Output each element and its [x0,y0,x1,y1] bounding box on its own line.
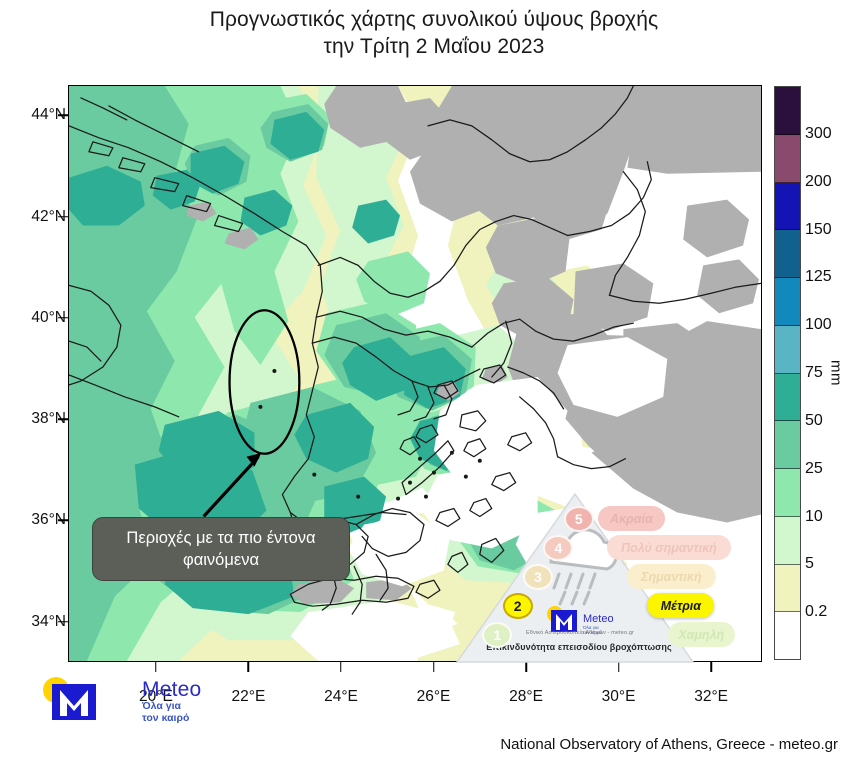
x-tick-mark [710,662,712,672]
colorbar-tick-label: 125 [805,268,832,286]
y-tick-label: 44°N [31,106,66,124]
colorbar-band [775,134,800,183]
x-tick-label: 28°E [509,688,543,705]
y-tick-mark [58,620,68,623]
colorbar-tick-label: 100 [805,316,832,334]
title-line-1: Προγνωστικός χάρτης συνολικού ύψους βροχ… [209,8,659,31]
y-tick-label: 38°N [31,410,66,428]
colorbar-band [775,182,800,231]
colorbar [774,86,801,660]
x-tick-label: 22°E [231,688,266,705]
x-tick-label: 20°E [139,688,173,705]
y-tick-mark [58,215,68,218]
colorbar-band [775,325,800,374]
colorbar-unit-label: mm [827,360,845,386]
x-tick-mark [155,662,157,672]
colorbar-band [775,516,800,565]
colorbar-tick-label: 0.2 [805,603,828,621]
x-tick-mark [247,662,250,672]
meteo-logo-name: Meteo [142,678,202,701]
colorbar-band [775,278,800,326]
colorbar-tick-label: 50 [805,411,823,429]
colorbar-band [775,373,800,422]
y-tick-mark [58,114,68,117]
colorbar-tick-label: 300 [805,124,832,142]
x-tick-label: 32°E [694,688,728,705]
y-tick-mark [58,317,68,319]
page-title: Προγνωστικός χάρτης συνολικού ύψους βροχ… [0,6,868,60]
y-tick-label: 40°N [31,308,66,326]
colorbar-band [775,421,800,469]
colorbar-band [775,230,800,278]
colorbar-band [775,469,800,517]
x-tick-label: 30°E [601,688,636,705]
colorbar-tick-label: 200 [805,172,832,190]
colorbar-tick-label: 150 [805,220,832,238]
footer-credit: National Observatory of Athens, Greece -… [500,736,838,753]
x-tick-mark [525,662,527,672]
annotation-callout: Περιοχές με τα πιο έντονα φαινόμενα [92,517,350,581]
y-tick-label: 42°N [31,207,66,225]
x-tick-mark [340,662,342,672]
title-line-2: την Τρίτη 2 Μαΐου 2023 [323,35,545,58]
x-tick-label: 26°E [416,688,451,705]
x-tick-mark [432,662,435,672]
y-tick-mark [58,519,68,522]
colorbar-tick-label: 10 [805,507,823,525]
meteo-logo: Meteo Όλα για τον καιρό [38,676,218,724]
colorbar-band [775,87,800,135]
colorbar-band [775,564,800,613]
x-tick-mark [617,662,620,672]
y-tick-mark [58,418,68,420]
meteo-logo-mark [43,677,96,720]
colorbar-tick-label: 25 [805,459,823,477]
y-tick-label: 34°N [31,612,66,630]
meteo-logo-tagline: Όλα για τον καιρό [142,700,189,724]
colorbar-tick-label: 5 [805,555,814,573]
x-tick-label: 24°E [324,688,358,705]
meteo-logo-tagline-1: Όλα για [142,700,181,712]
y-tick-label: 36°N [31,511,66,529]
colorbar-band [775,612,800,659]
annotation-line-1: Περιοχές με τα πιο έντονα [126,529,316,547]
meteo-logo-tagline-2: τον καιρό [142,712,190,724]
annotation-line-2: φαινόμενα [183,551,259,569]
colorbar-tick-label: 75 [805,364,823,381]
